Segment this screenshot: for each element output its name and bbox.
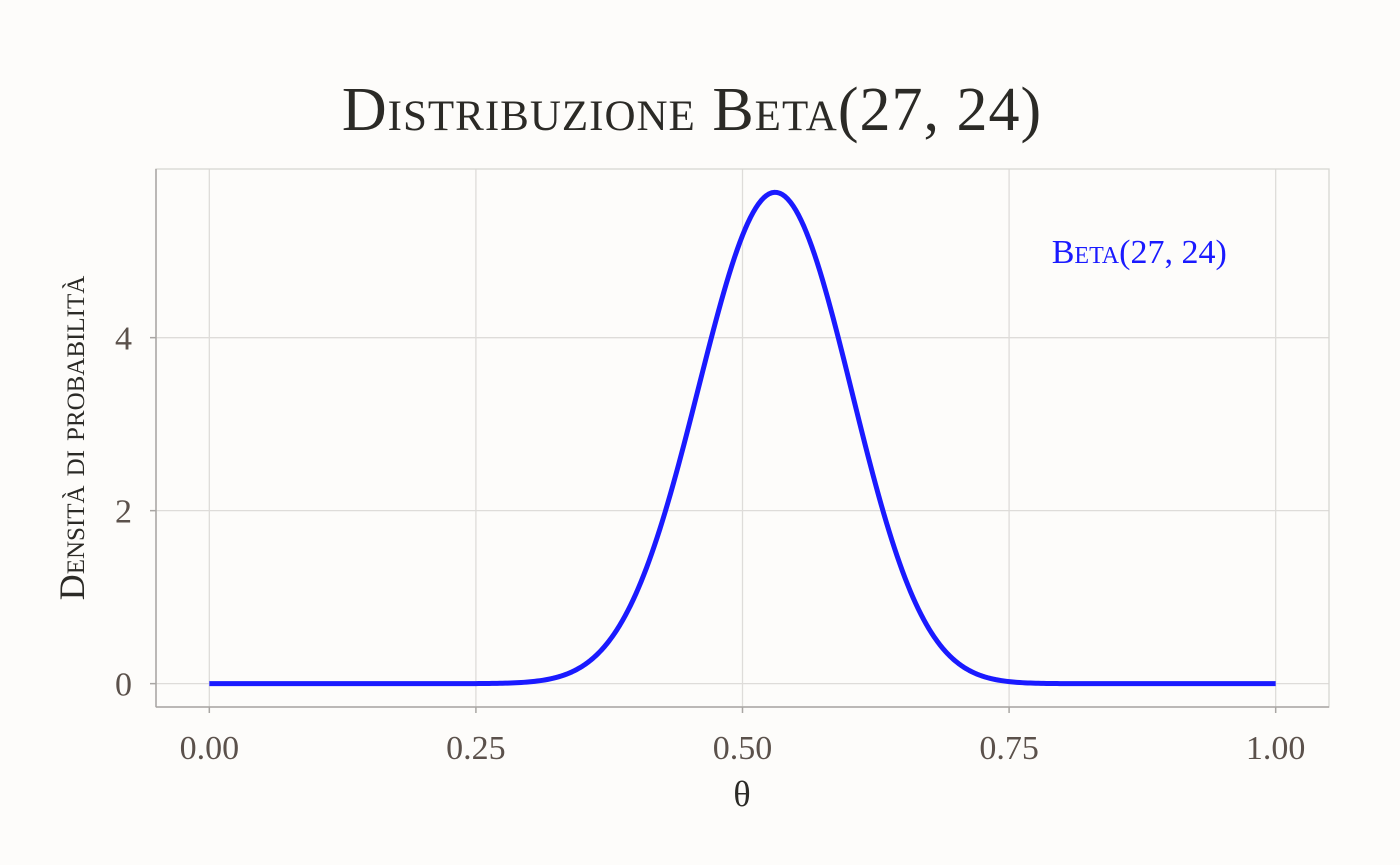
series-layer xyxy=(209,189,1276,687)
x-tick-label: 0.00 xyxy=(180,730,240,767)
annotations: Beta(27, 24) xyxy=(1052,234,1227,271)
chart-title: Distribuzione Beta(27, 24) xyxy=(342,76,1042,144)
x-tick-label: 0.25 xyxy=(446,730,506,767)
y-tick-label: 4 xyxy=(115,321,132,358)
y-tick-label: 0 xyxy=(115,667,132,704)
y-tick-label: 2 xyxy=(115,494,132,531)
x-tick-label: 0.50 xyxy=(713,730,773,767)
axis-ticks: 0.00 0.25 0.50 0.75 1.00 0 2 4 xyxy=(115,321,1305,767)
x-axis-title: θ xyxy=(733,774,750,814)
x-tick-label: 1.00 xyxy=(1246,730,1306,767)
y-axis-title: Densità di probabilità xyxy=(52,276,92,601)
beta-density-line xyxy=(209,189,1276,687)
x-tick-label: 0.75 xyxy=(979,730,1039,767)
series-annotation: Beta(27, 24) xyxy=(1052,234,1227,271)
